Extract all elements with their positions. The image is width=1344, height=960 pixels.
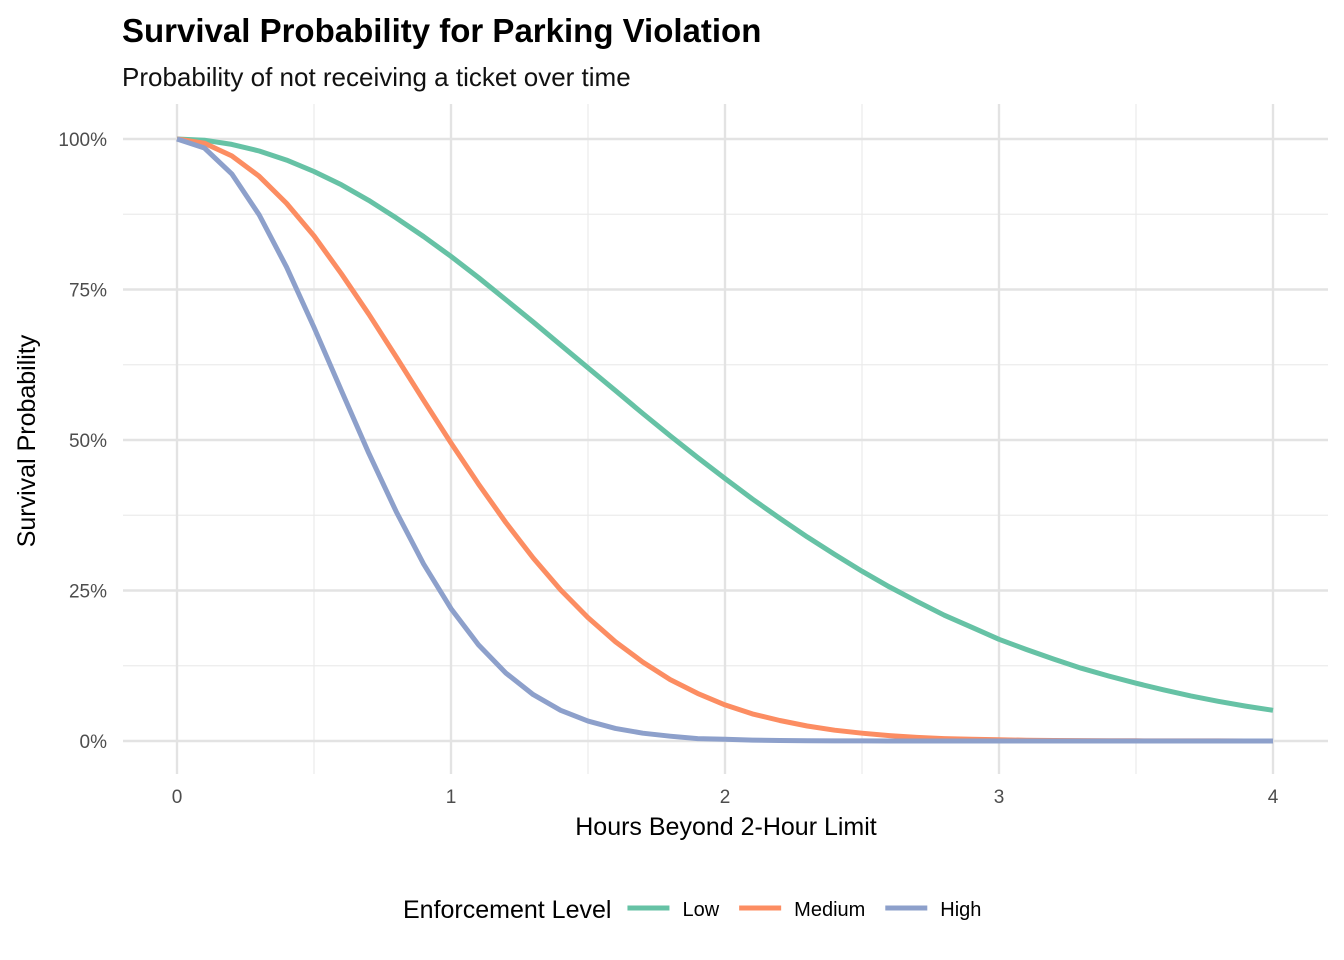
series-lines xyxy=(176,136,1274,744)
legend-title: Enforcement Level xyxy=(403,896,611,924)
legend-items: Low Medium High xyxy=(627,899,981,921)
y-tick-label: 50% xyxy=(69,431,107,452)
x-tick-label: 0 xyxy=(172,787,183,808)
series-line-low xyxy=(176,136,1274,713)
x-tick-label: 2 xyxy=(720,787,731,808)
chart-title: Survival Probability for Parking Violati… xyxy=(122,12,761,49)
y-axis-title: Survival Probability xyxy=(13,334,41,547)
y-axis-ticks: 0% 25% 50% 75% 100% xyxy=(58,130,107,753)
y-tick-label: 0% xyxy=(80,732,108,753)
y-tick-label: 75% xyxy=(69,281,107,302)
major-gridlines xyxy=(123,104,1328,774)
chart-subtitle: Probability of not receiving a ticket ov… xyxy=(122,62,631,92)
legend-label-high: High xyxy=(940,899,981,921)
legend-label-low: Low xyxy=(682,899,719,921)
series-line-high xyxy=(176,136,1273,744)
legend: Enforcement Level Low Medium High xyxy=(403,896,981,924)
x-tick-label: 3 xyxy=(994,787,1005,808)
x-axis-ticks: 0 1 2 3 4 xyxy=(172,787,1279,808)
legend-label-medium: Medium xyxy=(794,899,865,921)
y-tick-label: 100% xyxy=(58,130,107,151)
x-axis-title: Hours Beyond 2-Hour Limit xyxy=(575,813,877,841)
x-tick-label: 1 xyxy=(446,787,457,808)
x-tick-label: 4 xyxy=(1268,787,1279,808)
y-tick-label: 25% xyxy=(69,582,107,603)
